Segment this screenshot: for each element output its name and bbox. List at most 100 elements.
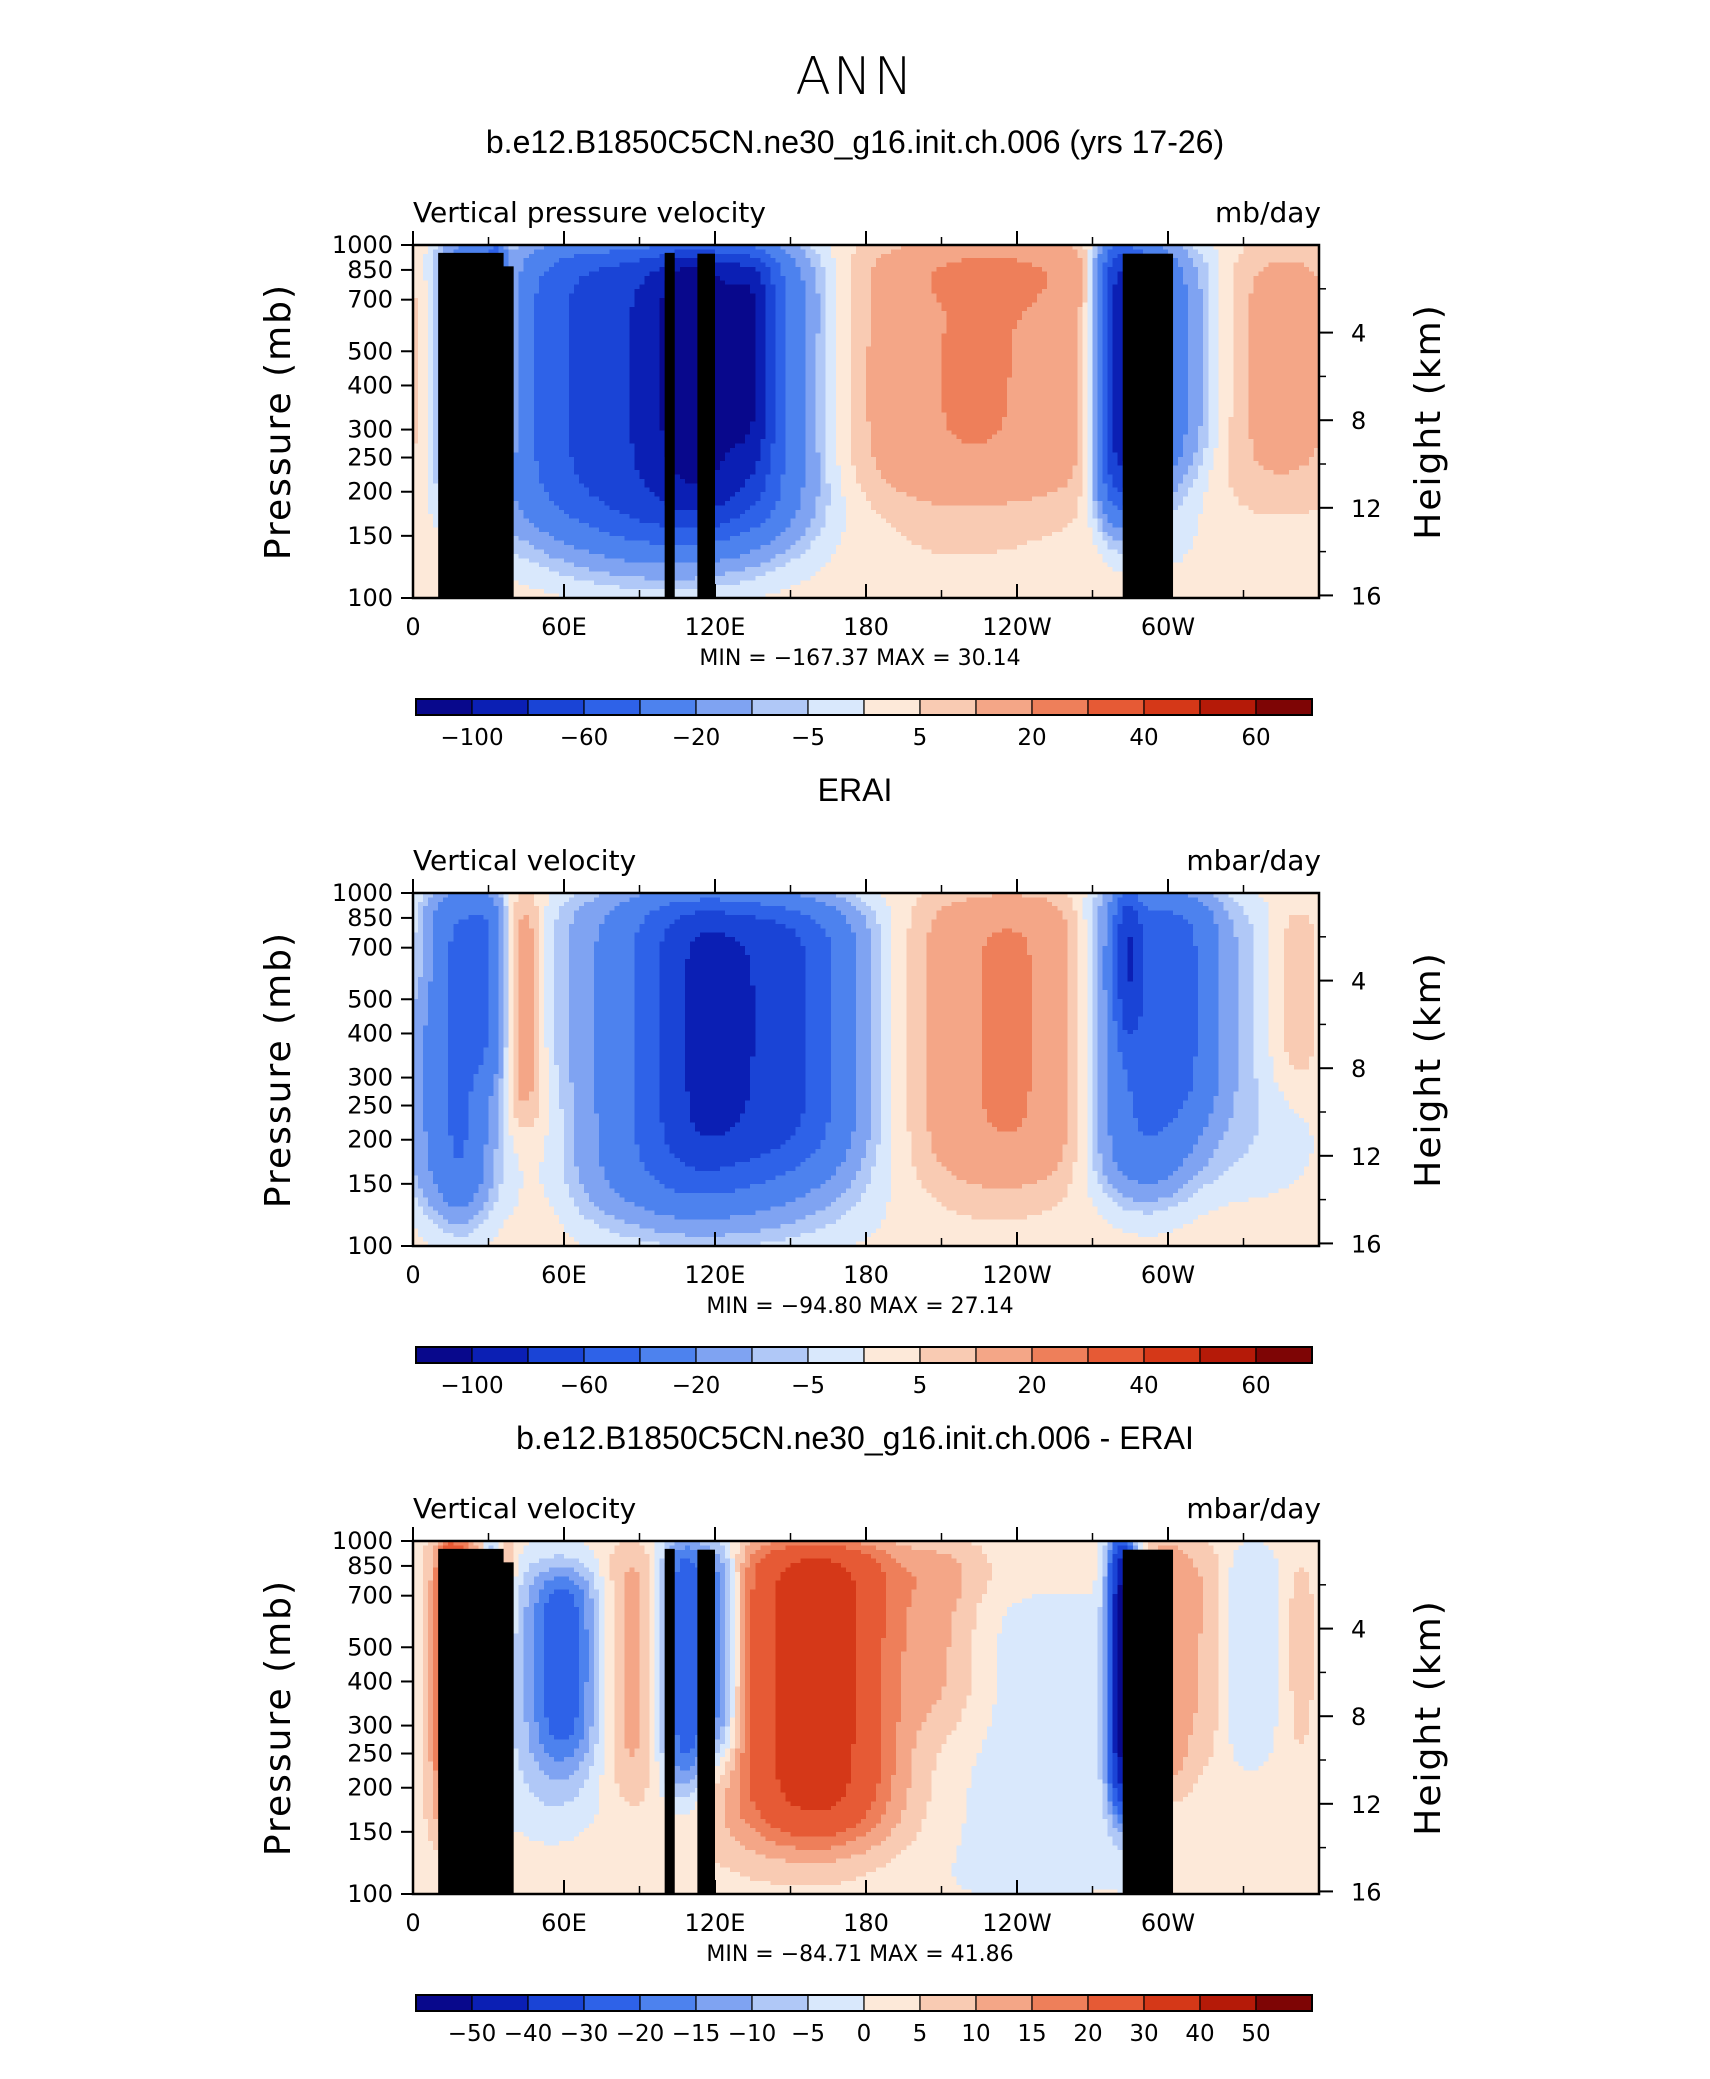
- colorbar-label: −15: [672, 2021, 721, 2047]
- panel-title: ERAI: [818, 772, 893, 808]
- x-tick-label: 60W: [1141, 613, 1195, 641]
- h-tick-label: 12: [1351, 495, 1382, 523]
- colorbar-segment: [752, 1995, 808, 2011]
- h-tick-label: 8: [1351, 1703, 1366, 1731]
- colorbar-segment: [1088, 699, 1144, 715]
- colorbar-segment: [864, 1995, 920, 2011]
- colorbar-label: −5: [791, 1373, 825, 1399]
- y-axis-label-left: Pressure (mb): [258, 931, 299, 1208]
- colorbar-segment: [1200, 1347, 1256, 1363]
- colorbar-label: −5: [791, 725, 825, 751]
- colorbar-segment: [1256, 1347, 1312, 1363]
- p-tick-label: 200: [347, 1774, 393, 1802]
- colorbar-label: 5: [913, 725, 928, 751]
- colorbar-label: −100: [440, 725, 503, 751]
- colorbar-segment: [920, 1995, 976, 2011]
- p-tick-label: 100: [347, 1232, 393, 1260]
- colorbar-segment: [1032, 1995, 1088, 2011]
- p-tick-label: 500: [347, 985, 393, 1013]
- colorbar-segment: [920, 1347, 976, 1363]
- p-tick-label: 850: [347, 904, 393, 932]
- colorbar-segment: [864, 699, 920, 715]
- p-tick-label: 250: [347, 444, 393, 472]
- p-tick-label: 150: [347, 522, 393, 550]
- p-tick-label: 500: [347, 1633, 393, 1661]
- colorbar-label: −60: [560, 725, 609, 751]
- contour-field: [413, 893, 1320, 1247]
- contour-field: [413, 245, 1320, 599]
- colorbar-segment: [976, 1347, 1032, 1363]
- colorbar-label: 15: [1017, 2021, 1046, 2047]
- p-tick-label: 500: [347, 337, 393, 365]
- units-label: mbar/day: [1186, 844, 1321, 877]
- colorbar-label: 60: [1241, 725, 1270, 751]
- p-tick-label: 700: [347, 934, 393, 962]
- h-tick-label: 16: [1351, 1878, 1382, 1906]
- x-tick-label: 0: [405, 1909, 420, 1937]
- colorbar-segment: [472, 699, 528, 715]
- colorbar-segment: [752, 1347, 808, 1363]
- p-tick-label: 250: [347, 1740, 393, 1768]
- panel-title: b.e12.B1850C5CN.ne30_g16.init.ch.006 (yr…: [486, 124, 1224, 160]
- colorbar-segment: [696, 1347, 752, 1363]
- p-tick-label: 100: [347, 584, 393, 612]
- colorbar-segment: [416, 1995, 472, 2011]
- colorbar-segment: [416, 699, 472, 715]
- p-tick-label: 300: [347, 1712, 393, 1740]
- colorbar-segment: [528, 699, 584, 715]
- x-tick-label: 180: [843, 1261, 889, 1289]
- p-tick-label: 700: [347, 286, 393, 314]
- colorbar-label: 30: [1129, 2021, 1158, 2047]
- colorbar-segment: [528, 1347, 584, 1363]
- panel-2: ERAI Vertical velocity mbar/day 0 60E 120E 180…: [258, 772, 1449, 1399]
- p-tick-label: 400: [347, 1667, 393, 1695]
- contour-field: [413, 1541, 1320, 1895]
- h-tick-label: 16: [1351, 1230, 1382, 1258]
- p-tick-label: 250: [347, 1092, 393, 1120]
- h-tick-label: 4: [1351, 320, 1366, 348]
- colorbar-segment: [1032, 699, 1088, 715]
- p-tick-label: 850: [347, 1552, 393, 1580]
- colorbar-label: 5: [913, 1373, 928, 1399]
- land-mask: [697, 1550, 715, 1894]
- variable-label: Vertical pressure velocity: [413, 196, 766, 229]
- units-label: mbar/day: [1186, 1492, 1321, 1525]
- colorbar-segment: [416, 1347, 472, 1363]
- colorbar-segment: [640, 699, 696, 715]
- p-tick-label: 300: [347, 416, 393, 444]
- colorbar-segment: [640, 1347, 696, 1363]
- variable-label: Vertical velocity: [413, 844, 636, 877]
- x-tick-label: 0: [405, 1261, 420, 1289]
- x-tick-label: 60E: [541, 1261, 587, 1289]
- p-tick-label: 300: [347, 1064, 393, 1092]
- colorbar-segment: [976, 699, 1032, 715]
- colorbar-segment: [1088, 1347, 1144, 1363]
- colorbar-segment: [584, 699, 640, 715]
- h-tick-label: 12: [1351, 1143, 1382, 1171]
- colorbar-segment: [976, 1995, 1032, 2011]
- colorbar-segment: [1200, 699, 1256, 715]
- colorbar-label: 20: [1073, 2021, 1102, 2047]
- h-tick-label: 16: [1351, 582, 1382, 610]
- panel-1: b.e12.B1850C5CN.ne30_g16.init.ch.006 (yr…: [258, 124, 1449, 751]
- colorbar-segment: [472, 1347, 528, 1363]
- colorbar-label: −50: [448, 2021, 497, 2047]
- land-mask: [665, 253, 675, 598]
- x-tick-label: 180: [843, 1909, 889, 1937]
- min-max-label: MIN = −84.71 MAX = 41.86: [706, 1942, 1013, 1967]
- min-max-label: MIN = −167.37 MAX = 30.14: [699, 646, 1020, 671]
- colorbar-segment: [808, 1347, 864, 1363]
- colorbar-label: 10: [961, 2021, 990, 2047]
- y-axis-label-right: Height (km): [1408, 303, 1449, 539]
- y-axis-label-left: Pressure (mb): [258, 283, 299, 560]
- h-tick-label: 8: [1351, 407, 1366, 435]
- colorbar-segment: [528, 1995, 584, 2011]
- p-tick-label: 150: [347, 1170, 393, 1198]
- colorbar-label: 40: [1129, 725, 1158, 751]
- colorbar-label: 60: [1241, 1373, 1270, 1399]
- x-tick-label: 120E: [685, 1261, 746, 1289]
- y-axis-label-right: Height (km): [1408, 951, 1449, 1187]
